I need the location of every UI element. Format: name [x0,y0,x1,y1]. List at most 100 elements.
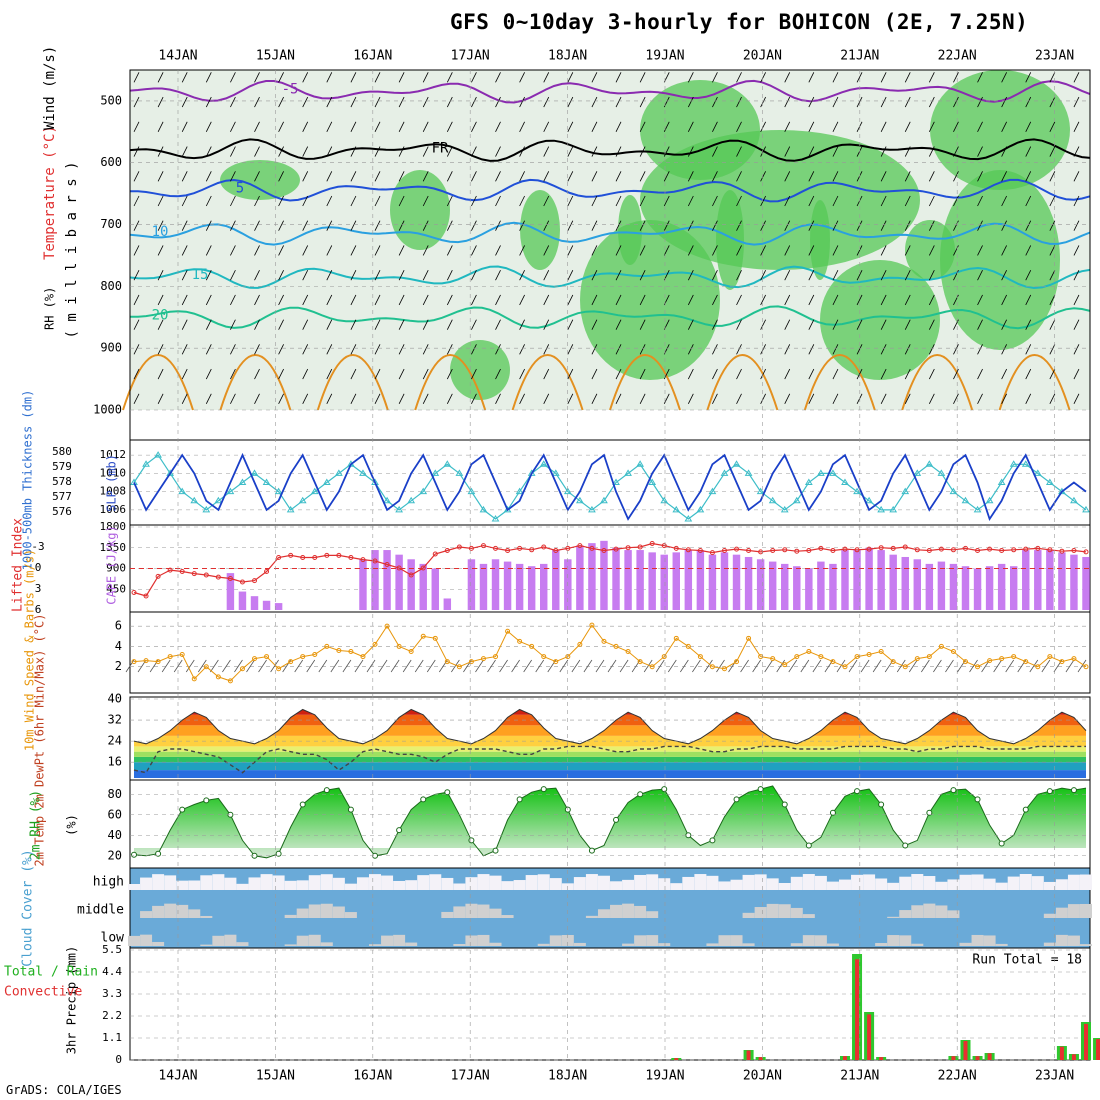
thickness-marker [913,469,922,476]
cloud-block [694,874,707,890]
wind-barb [374,270,381,281]
wind-barb [1073,146,1080,157]
cape-bar [1070,554,1078,610]
wind-barb [832,368,839,380]
cloud-block [790,876,803,890]
wind-barb [687,319,694,330]
wind-speed-marker [854,654,860,660]
wind-barb [157,171,164,182]
thickness-marker [708,487,717,495]
thickness-marker [985,496,994,504]
wind-barb [133,220,140,231]
wind-barb [149,659,159,673]
date-label-bottom: 19JAN [645,1069,684,1084]
cloud-block [658,878,671,890]
cloud-block [634,935,647,946]
cloud-block [802,935,815,946]
wind-barb [446,393,453,404]
date-label-top: 23JAN [1035,49,1074,64]
date-label-bottom: 16JAN [353,1069,392,1084]
cloud-block [272,875,285,890]
wind-barb [157,270,164,281]
thickness-marker [190,496,199,504]
wind-barb [977,146,983,157]
wind-barb [736,294,742,306]
wind-speed-marker [1023,659,1029,665]
wind-barb [157,344,164,355]
wind-barb [278,146,284,157]
wind-barb [784,270,791,281]
wind-barb [567,344,574,355]
wind-speed-marker [505,628,511,634]
cape-bar [781,563,789,610]
wind-barb [278,344,284,355]
wind-barb [1001,368,1008,380]
cloud-block [1055,907,1068,918]
wind-barb [402,659,412,673]
thickness-marker [684,515,693,522]
wind-barb [591,146,598,157]
cape-bar [817,561,825,610]
wind-barb [993,659,1002,673]
wind-barb [559,659,569,673]
precip-convective-bar [674,1058,679,1060]
thickness-marker [901,487,910,495]
wind-barb [398,146,405,157]
rh-marker [733,796,740,803]
wind-speed-marker [239,666,245,672]
cloud-block [405,942,418,946]
thickness-marker [575,496,584,504]
wind-barb [1073,319,1080,330]
wind-speed-marker [770,656,776,662]
wind-barb [977,220,983,231]
cloud-block [838,879,851,890]
wind-barb [760,96,766,108]
rh-region [580,220,720,380]
date-label-bottom: 17JAN [451,1069,490,1084]
wind-barb [374,146,381,157]
thickness-marker [817,469,825,476]
wind-barb [511,659,520,673]
rh-region [520,190,560,270]
wind-barb [133,96,140,108]
wind-barb [1025,72,1032,83]
wind-barb [205,72,212,83]
wind-speed-marker [288,659,294,665]
precip-tick-label: 4.4 [102,965,122,978]
rh-region [450,340,510,400]
date-label-top: 17JAN [451,49,490,64]
cloud-block [754,907,767,918]
wind-barb [230,245,236,256]
wind-barb [591,245,598,256]
rh-line [133,785,1087,859]
wind-barb [446,220,453,231]
contour-label: -5 [282,82,299,98]
cloud-block [634,874,647,890]
wind-barb [856,72,863,83]
dewpoint-line [133,745,1086,774]
wind-barb [760,344,766,355]
thickness-marker [310,487,319,495]
slp-tick-label: 1006 [100,503,127,516]
wind-barb [808,294,815,306]
cloud-block [296,880,309,890]
cloud-block [923,903,936,918]
wind-speed-marker [312,652,318,658]
date-label-top: 15JAN [256,49,295,64]
wind-barb [639,393,646,404]
wind-barb [181,146,188,157]
temperature-contour [706,354,779,411]
wind-speed-marker [975,664,981,670]
wind-barb [326,72,333,83]
cape-bar [600,540,608,610]
cloud-block [814,935,827,946]
lifted-index-marker [878,545,884,551]
wind-barb [302,121,309,132]
thickness-marker [780,505,789,513]
thickness-marker [214,496,223,504]
wind-barb [374,220,381,231]
wind-barb [543,220,550,231]
wind-barb [760,368,766,380]
cloud-block [1007,876,1020,890]
wind-barb [495,245,501,256]
